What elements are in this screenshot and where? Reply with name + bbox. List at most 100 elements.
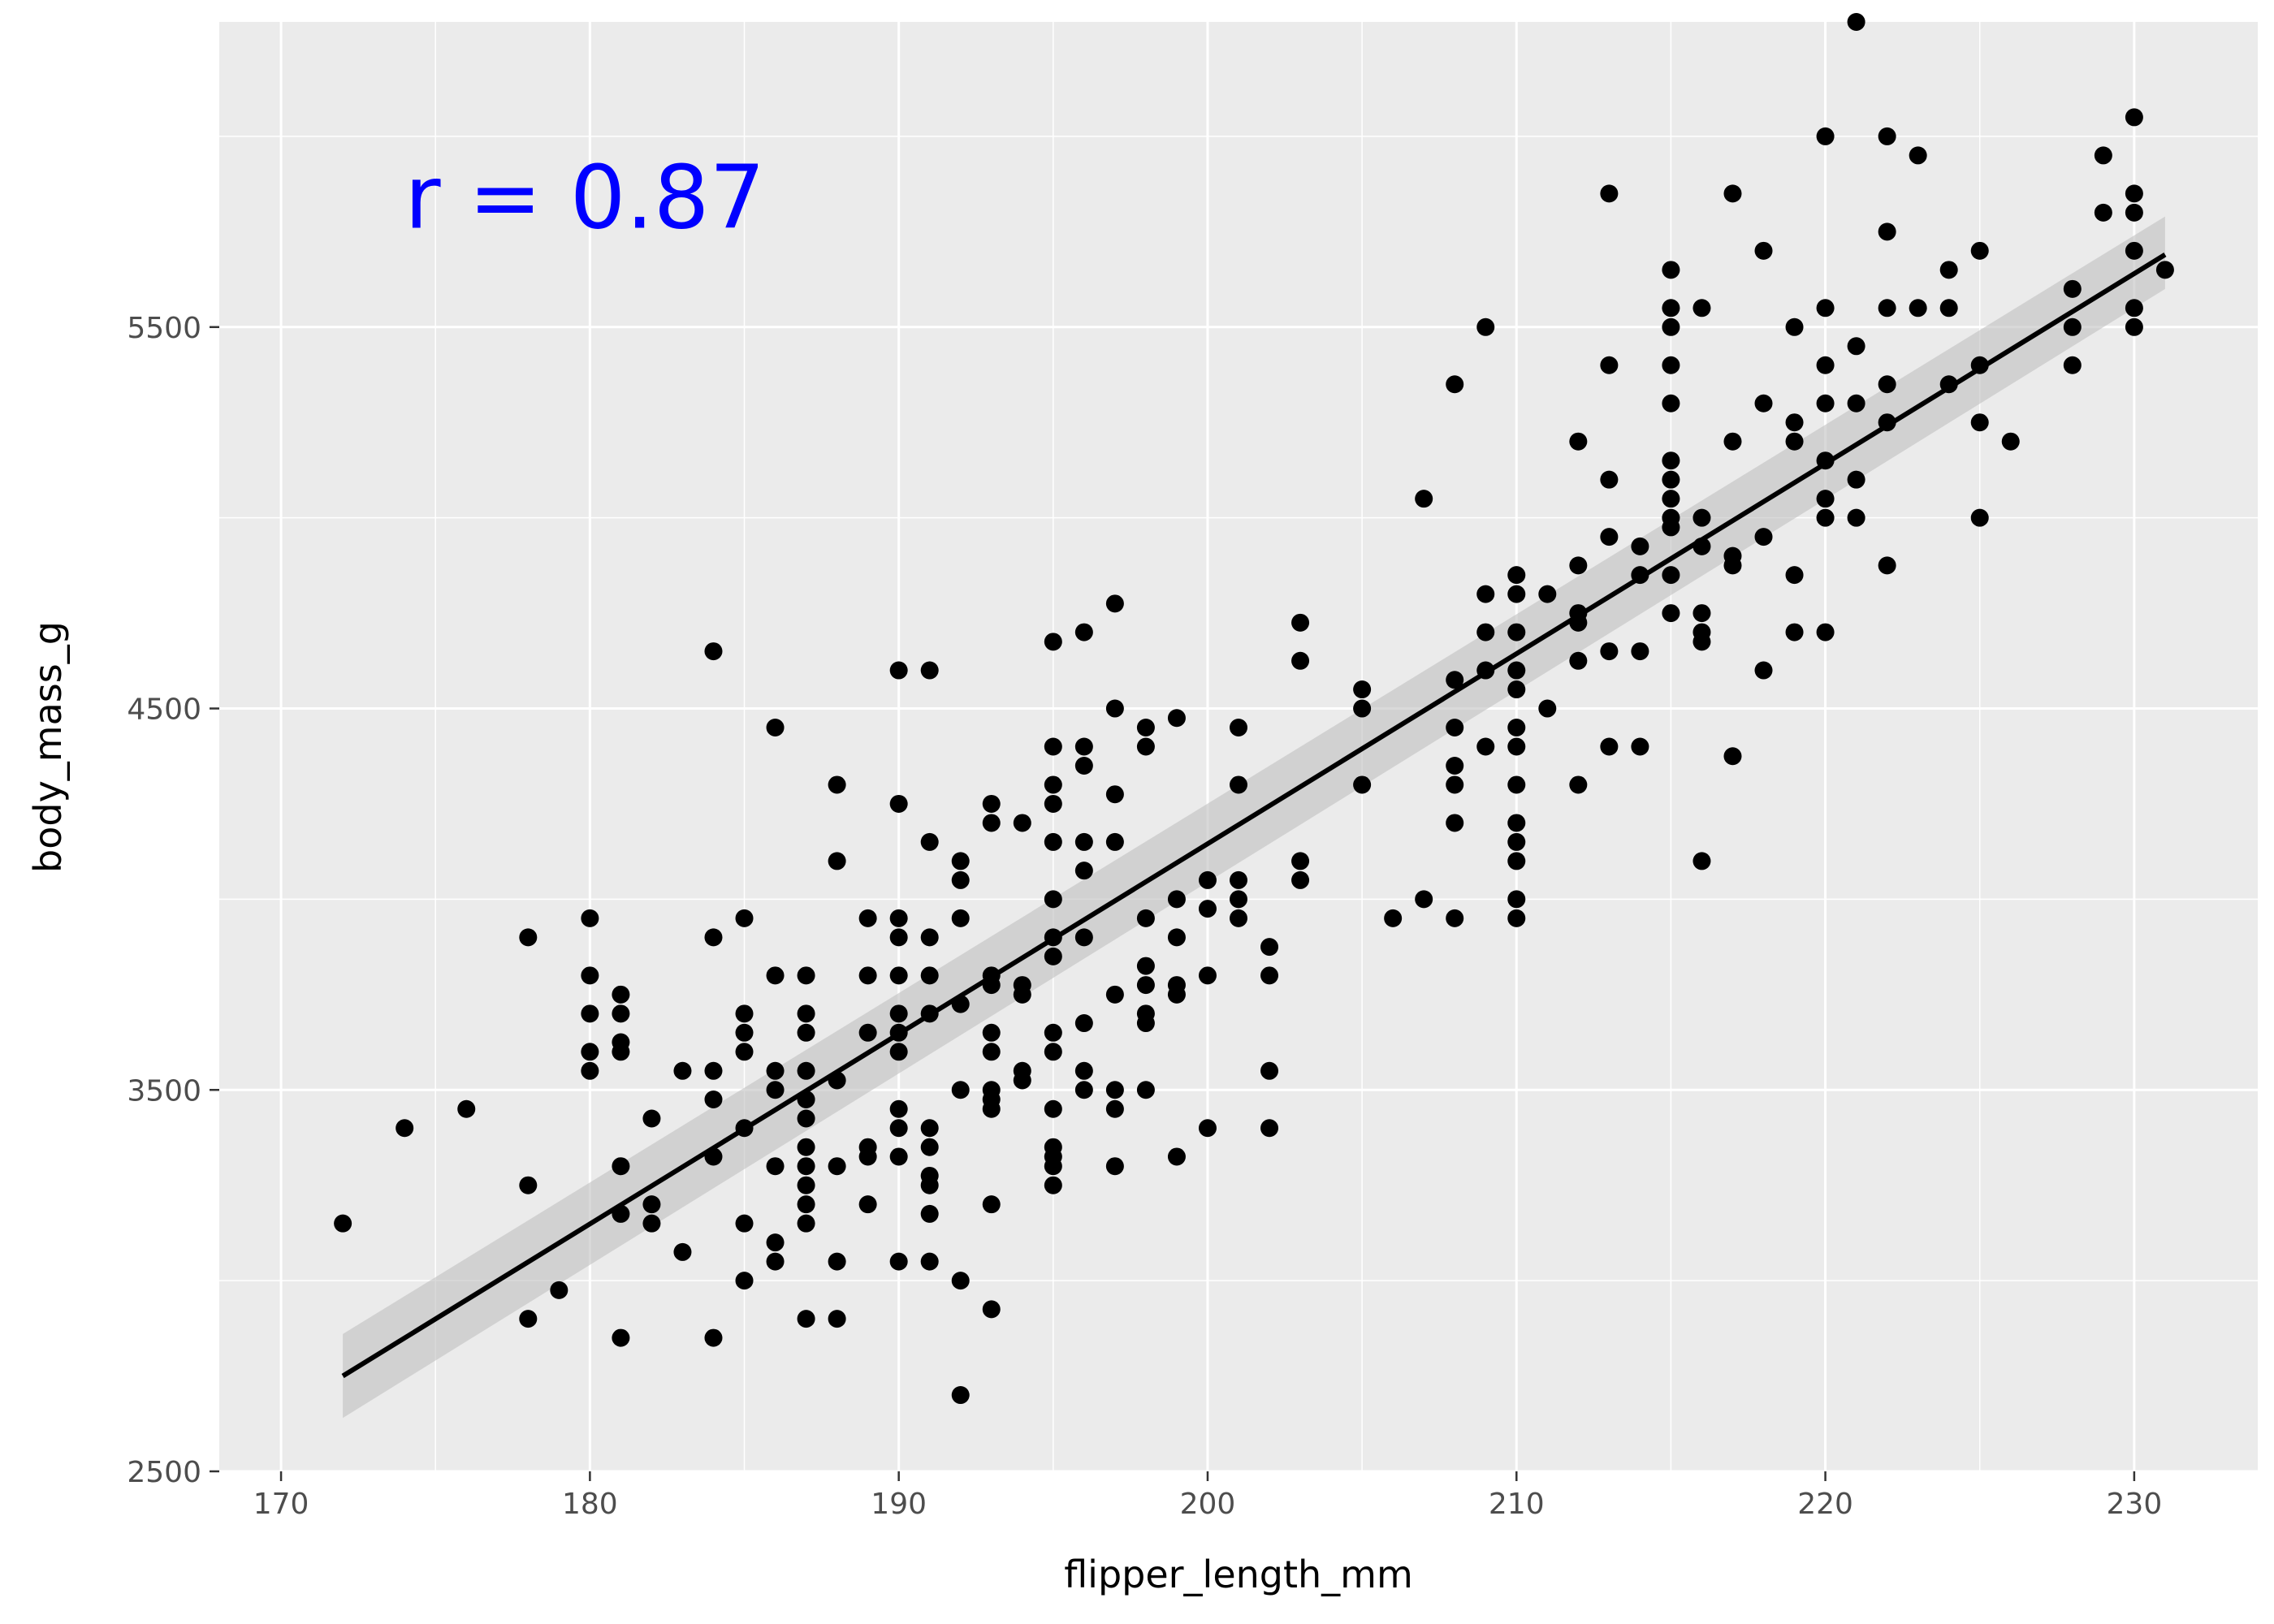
data-point bbox=[1816, 127, 1835, 145]
data-point bbox=[982, 1043, 1001, 1061]
data-point bbox=[1785, 317, 1804, 336]
data-point bbox=[1662, 470, 1680, 489]
data-point bbox=[982, 1300, 1001, 1319]
data-point bbox=[1970, 241, 1989, 260]
data-point bbox=[797, 1310, 815, 1328]
data-point bbox=[920, 928, 939, 947]
data-point bbox=[1970, 413, 1989, 432]
data-point bbox=[1136, 909, 1155, 927]
data-point bbox=[1723, 184, 1742, 203]
data-point bbox=[1074, 756, 1093, 775]
data-point bbox=[1384, 909, 1403, 927]
data-point bbox=[704, 1061, 723, 1080]
data-point bbox=[1105, 1081, 1124, 1099]
data-point bbox=[1754, 528, 1773, 546]
data-point bbox=[797, 1138, 815, 1156]
data-point bbox=[2155, 261, 2174, 279]
data-point bbox=[1816, 394, 1835, 412]
data-point bbox=[1507, 737, 1526, 756]
data-point bbox=[858, 909, 877, 927]
data-point bbox=[1507, 852, 1526, 870]
data-point bbox=[920, 1252, 939, 1271]
data-point bbox=[1878, 299, 1896, 317]
x-tick-label: 200 bbox=[1180, 1488, 1236, 1521]
data-point bbox=[1878, 127, 1896, 145]
data-point bbox=[1044, 1043, 1062, 1061]
data-point bbox=[797, 1176, 815, 1194]
data-point bbox=[1044, 794, 1062, 813]
data-point bbox=[797, 1157, 815, 1176]
data-point bbox=[1044, 1099, 1062, 1118]
data-point bbox=[1353, 680, 1372, 699]
data-point bbox=[1446, 814, 1464, 832]
data-point bbox=[1105, 1157, 1124, 1176]
data-point bbox=[642, 1214, 661, 1233]
data-point bbox=[1230, 890, 1247, 909]
data-point bbox=[1538, 699, 1557, 718]
data-point bbox=[1105, 985, 1124, 1004]
data-point bbox=[673, 1061, 692, 1080]
x-tick-label: 180 bbox=[562, 1488, 618, 1521]
data-point bbox=[1847, 13, 1865, 31]
data-point bbox=[581, 1061, 599, 1080]
data-point bbox=[1198, 1119, 1217, 1138]
data-point bbox=[519, 928, 538, 947]
data-point bbox=[951, 1272, 970, 1290]
data-point bbox=[1847, 508, 1865, 527]
data-point bbox=[550, 1281, 568, 1299]
x-tick-label: 230 bbox=[2107, 1488, 2163, 1521]
data-point bbox=[2125, 241, 2143, 260]
data-point bbox=[673, 1242, 692, 1261]
data-point bbox=[1970, 508, 1989, 527]
data-point bbox=[951, 1081, 970, 1099]
data-point bbox=[982, 794, 1001, 813]
data-point bbox=[920, 1176, 939, 1194]
data-point bbox=[1693, 299, 1711, 317]
regression-line-group bbox=[341, 252, 2167, 1379]
data-point bbox=[1074, 862, 1093, 880]
data-point bbox=[735, 1272, 754, 1290]
data-point bbox=[1044, 890, 1062, 909]
data-point bbox=[797, 1109, 815, 1128]
data-point bbox=[1013, 814, 1031, 832]
data-point bbox=[982, 1023, 1001, 1042]
data-point bbox=[704, 642, 723, 661]
data-point bbox=[1230, 775, 1247, 794]
data-point bbox=[2063, 317, 2082, 336]
data-point bbox=[920, 832, 939, 851]
data-point bbox=[1538, 585, 1557, 603]
data-point bbox=[1878, 222, 1896, 241]
x-tick-label: 210 bbox=[1489, 1488, 1545, 1521]
data-point bbox=[735, 1004, 754, 1023]
data-point bbox=[1816, 299, 1835, 317]
data-point bbox=[1507, 661, 1526, 680]
data-point bbox=[797, 1195, 815, 1214]
data-point bbox=[1105, 832, 1124, 851]
data-point bbox=[766, 1233, 785, 1252]
data-point bbox=[396, 1119, 414, 1138]
data-point bbox=[1631, 537, 1649, 555]
data-point bbox=[1105, 594, 1124, 613]
data-point bbox=[1230, 719, 1247, 737]
data-point bbox=[766, 1061, 785, 1080]
data-point bbox=[889, 1147, 908, 1166]
data-point bbox=[1013, 985, 1031, 1004]
data-point bbox=[889, 1119, 908, 1138]
data-point bbox=[797, 966, 815, 985]
data-point bbox=[1569, 556, 1588, 575]
data-point bbox=[889, 909, 908, 927]
data-point bbox=[1167, 709, 1186, 728]
data-point bbox=[828, 852, 846, 870]
data-point bbox=[581, 966, 599, 985]
x-tick-label: 170 bbox=[253, 1488, 309, 1521]
data-point bbox=[1569, 775, 1588, 794]
data-point bbox=[334, 1214, 352, 1233]
data-point bbox=[1847, 337, 1865, 356]
data-point bbox=[766, 966, 785, 985]
data-point bbox=[1291, 852, 1310, 870]
data-point bbox=[889, 794, 908, 813]
x-tick-label: 190 bbox=[871, 1488, 927, 1521]
data-point bbox=[1260, 966, 1279, 985]
data-point bbox=[828, 1157, 846, 1176]
data-point bbox=[1600, 184, 1619, 203]
